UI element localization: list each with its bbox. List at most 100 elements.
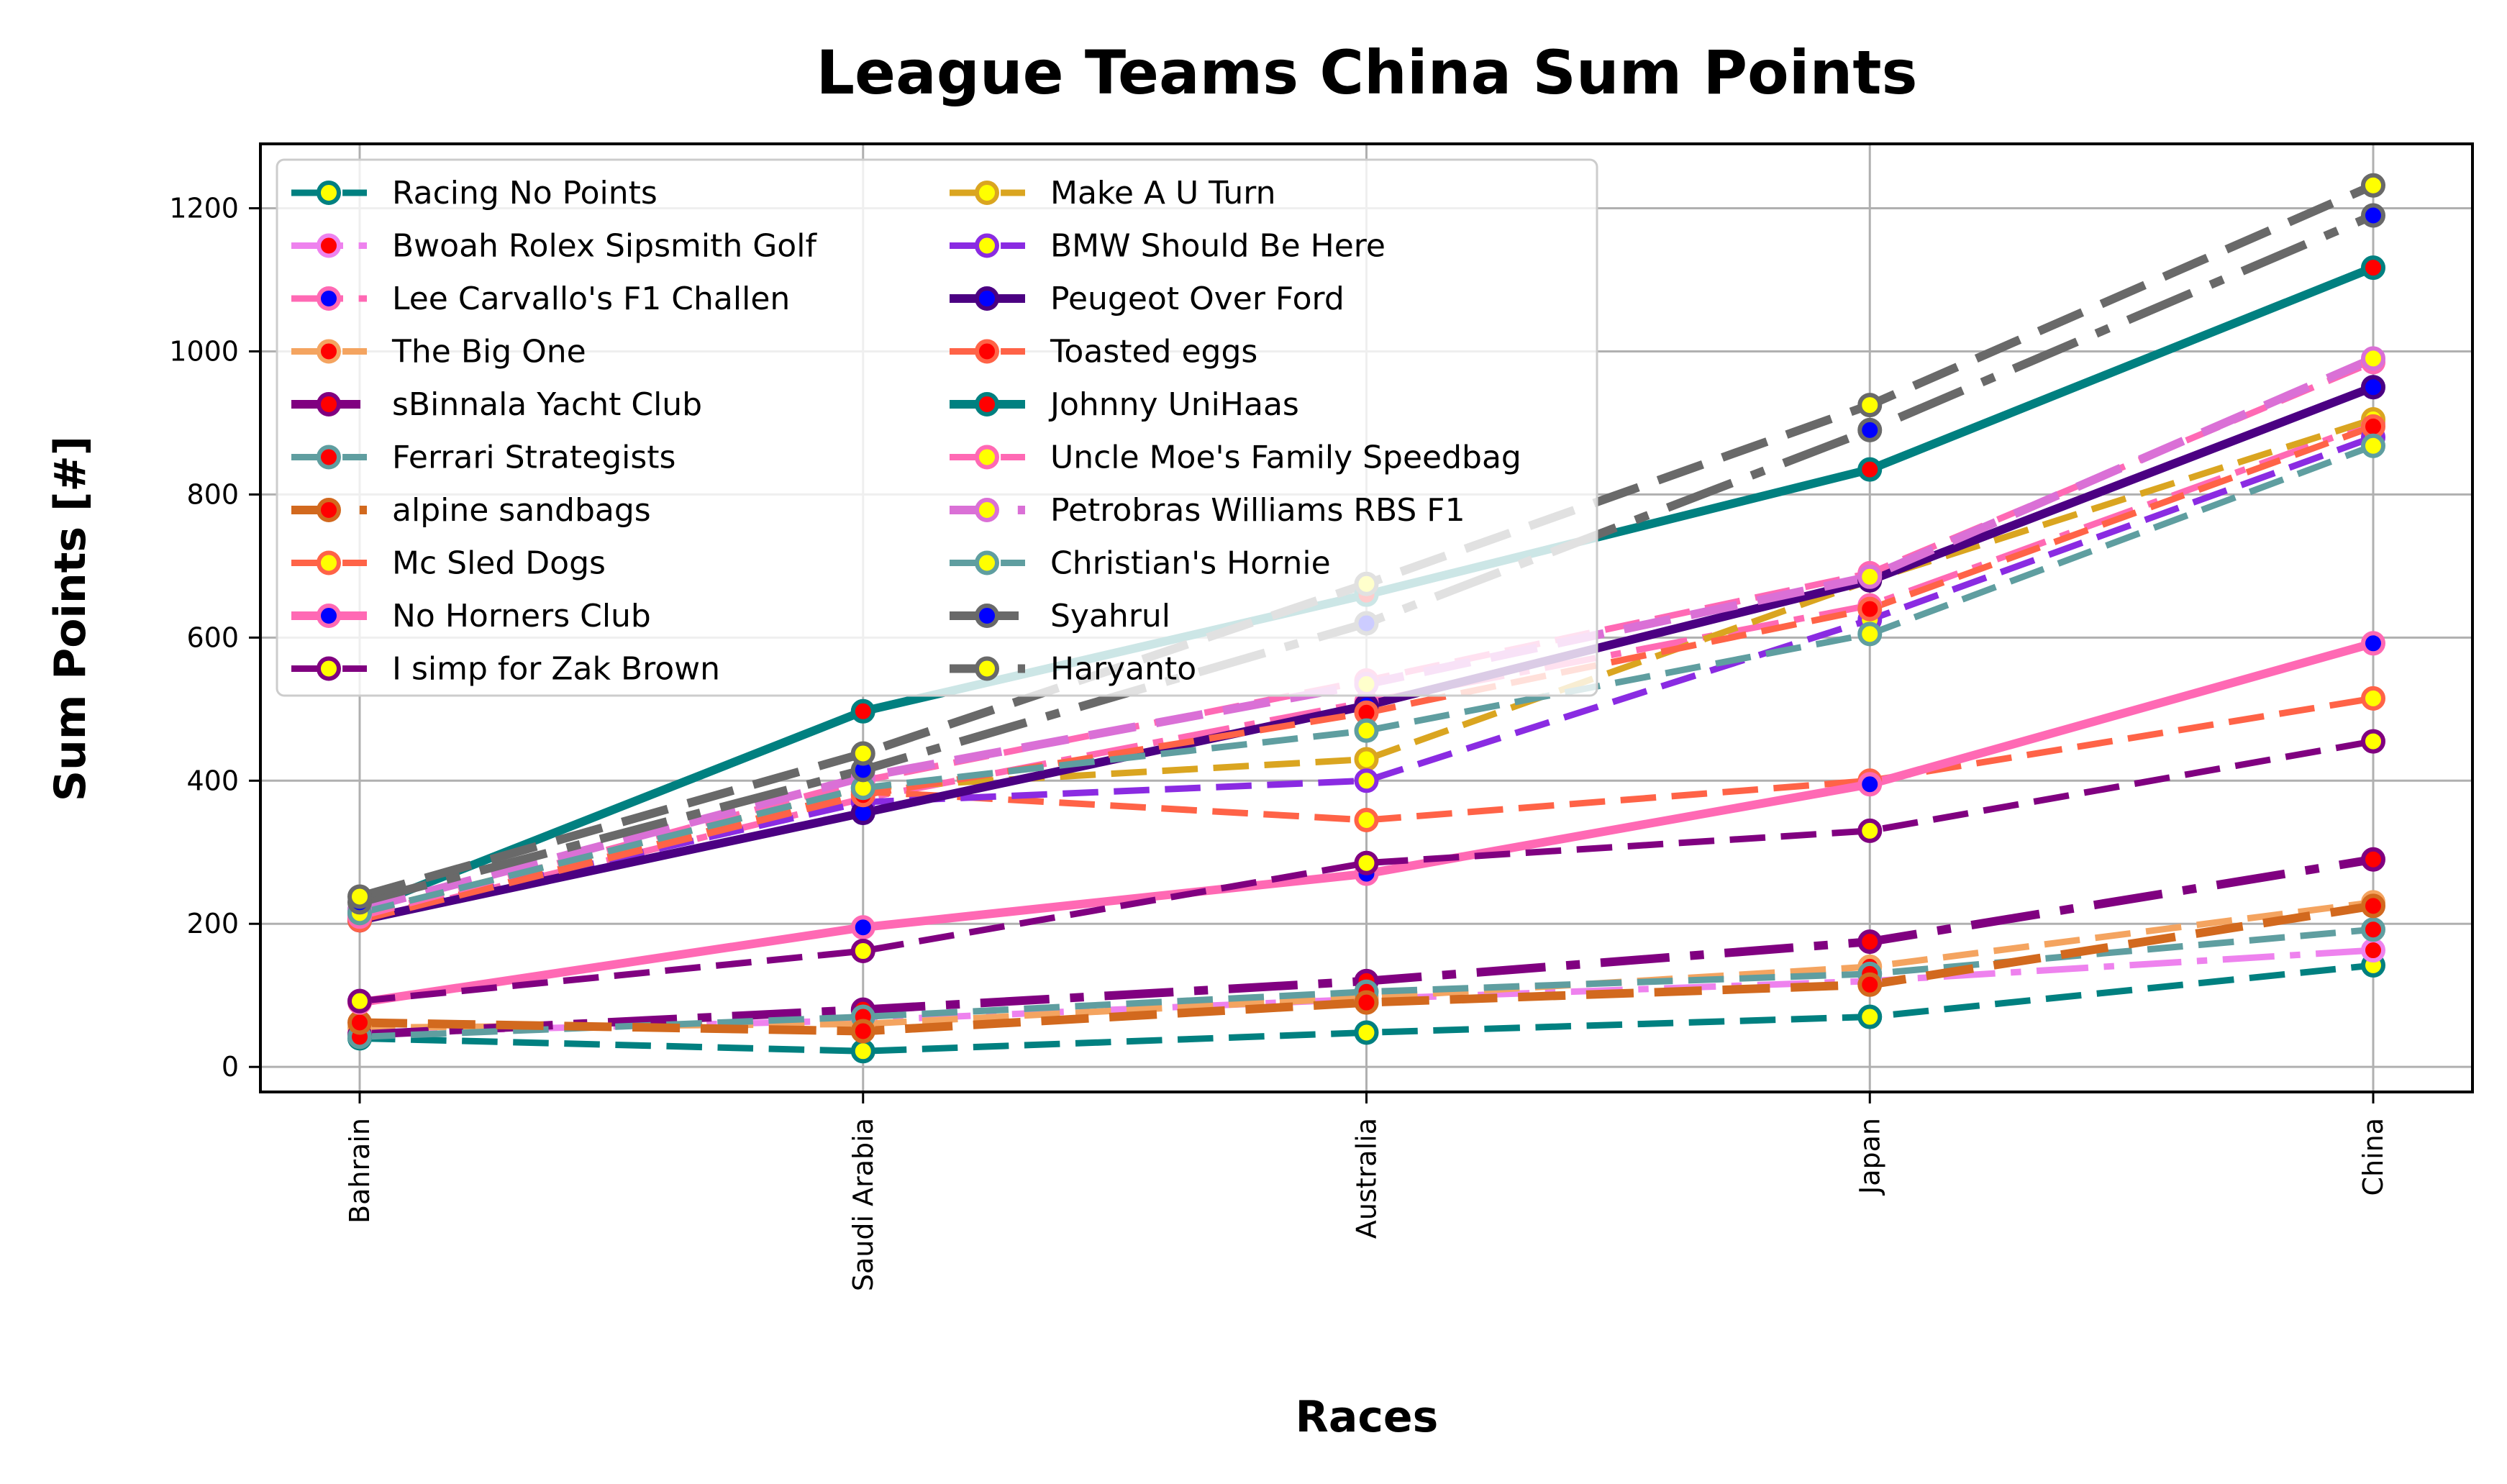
data-point-1-4 [1857, 1004, 1883, 1029]
data-point-7-2 [850, 1019, 875, 1044]
legend-marker-10 [317, 656, 341, 681]
data-point-1-3 [1354, 1020, 1379, 1045]
data-point-15-2 [850, 698, 875, 724]
data-point-10-4 [1857, 818, 1883, 843]
data-point-12-3 [1354, 768, 1379, 793]
legend-label-19: Syahrul [1050, 598, 1170, 634]
data-point-8-3 [1354, 808, 1379, 833]
data-point-9-5 [2361, 631, 2385, 656]
legend-label-13: Peugeot Over Ford [1050, 281, 1345, 317]
legend-label-9: No Horners Club [392, 598, 651, 634]
x-axis-title: Races [1296, 1392, 1439, 1442]
legend-label-6: Ferrari Strategists [392, 440, 675, 476]
y-tick-label: 1000 [169, 335, 239, 367]
data-point-18-4 [1857, 622, 1883, 647]
legend-marker-20 [975, 656, 999, 681]
x-tick-label: China [2357, 1118, 2389, 1196]
data-point-5-4 [1857, 929, 1883, 955]
data-point-19-5 [2361, 203, 2385, 228]
y-tick-label: 600 [186, 622, 239, 653]
legend-box [276, 158, 1598, 697]
series-line-6 [359, 926, 2374, 1040]
legend-label-1: Racing No Points [392, 175, 658, 211]
y-tick-label: 200 [186, 908, 239, 939]
legend-marker-13 [975, 286, 999, 311]
legend-label-4: The Big One [391, 334, 586, 370]
legend-marker-3 [317, 286, 341, 311]
legend-label-15: Johnny UniHaas [1048, 386, 1299, 423]
data-point-7-5 [2361, 893, 2385, 919]
data-point-20-4 [1857, 393, 1883, 418]
y-tick-label: 800 [186, 478, 239, 510]
data-point-11-3 [1354, 747, 1379, 772]
legend-marker-1 [317, 181, 341, 205]
legend: Racing No Points Bwoah Rolex Sipsmith Gol… [276, 158, 1598, 697]
y-tick-label: 1200 [169, 193, 239, 224]
y-axis-title: Sum Points [#] [45, 436, 96, 801]
y-tick-label: 400 [186, 765, 239, 796]
legend-marker-17 [975, 498, 999, 522]
legend-marker-11 [975, 181, 999, 205]
data-point-14-4 [1857, 596, 1883, 622]
data-point-14-5 [2361, 414, 2385, 439]
data-point-20-5 [2361, 173, 2385, 198]
data-point-15-5 [2361, 255, 2385, 281]
legend-label-17: Petrobras Williams RBS F1 [1050, 492, 1465, 529]
series-line-7 [359, 901, 2374, 1036]
data-point-18-5 [2361, 433, 2385, 458]
data-point-17-5 [2361, 346, 2385, 371]
data-point-1-2 [850, 1039, 875, 1064]
data-point-5-5 [2361, 847, 2385, 872]
x-tick-label: Australia [1351, 1118, 1383, 1239]
legend-marker-8 [317, 550, 341, 575]
legend-label-7: alpine sandbags [392, 492, 651, 529]
legend-label-3: Lee Carvallo's F1 Challen [392, 281, 790, 317]
legend-label-12: BMW Should Be Here [1050, 228, 1386, 265]
legend-label-11: Make A U Turn [1050, 175, 1275, 211]
legend-label-18: Christian's Hornie [1050, 545, 1331, 582]
legend-marker-19 [975, 604, 999, 628]
legend-label-10: I simp for Zak Brown [392, 651, 720, 688]
data-point-9-2 [850, 915, 875, 940]
data-point-15-4 [1857, 457, 1883, 482]
x-tick-label: Bahrain [344, 1118, 376, 1224]
legend-marker-6 [317, 445, 341, 470]
data-point-7-3 [1354, 990, 1379, 1015]
series-line-10 [359, 738, 2374, 1005]
data-point-13-5 [2361, 375, 2385, 400]
legend-label-5: sBinnala Yacht Club [392, 386, 702, 423]
legend-marker-16 [975, 445, 999, 470]
data-point-19-4 [1857, 417, 1883, 442]
x-tick-label: Saudi Arabia [847, 1118, 879, 1291]
legend-label-16: Uncle Moe's Family Speedbag [1050, 440, 1521, 476]
data-point-10-1 [347, 988, 372, 1014]
data-point-10-3 [1354, 850, 1379, 875]
legend-label-2: Bwoah Rolex Sipsmith Golf [392, 228, 817, 265]
legend-label-8: Mc Sled Dogs [392, 545, 606, 582]
legend-marker-15 [975, 392, 999, 416]
data-point-20-2 [850, 741, 875, 766]
legend-marker-5 [317, 392, 341, 416]
legend-marker-4 [317, 339, 341, 364]
data-point-7-4 [1857, 972, 1883, 997]
data-point-17-4 [1857, 564, 1883, 589]
data-point-7-1 [347, 1010, 372, 1035]
data-point-10-2 [850, 939, 875, 964]
x-tick-label: Japan [1854, 1118, 1885, 1196]
data-point-9-4 [1857, 772, 1883, 797]
data-point-10-5 [2361, 729, 2385, 754]
legend-label-14: Toasted eggs [1050, 334, 1257, 370]
data-point-2-5 [2361, 938, 2385, 963]
data-point-18-3 [1354, 718, 1379, 743]
legend-label-20: Haryanto [1050, 651, 1196, 688]
y-tick-label: 0 [222, 1051, 239, 1083]
legend-marker-2 [317, 233, 341, 258]
legend-marker-12 [975, 233, 999, 258]
data-point-6-5 [2361, 917, 2385, 942]
legend-marker-9 [317, 604, 341, 628]
legend-marker-14 [975, 339, 999, 364]
legend-marker-18 [975, 550, 999, 575]
data-point-8-5 [2361, 686, 2385, 711]
axes-frame [259, 142, 2474, 1093]
